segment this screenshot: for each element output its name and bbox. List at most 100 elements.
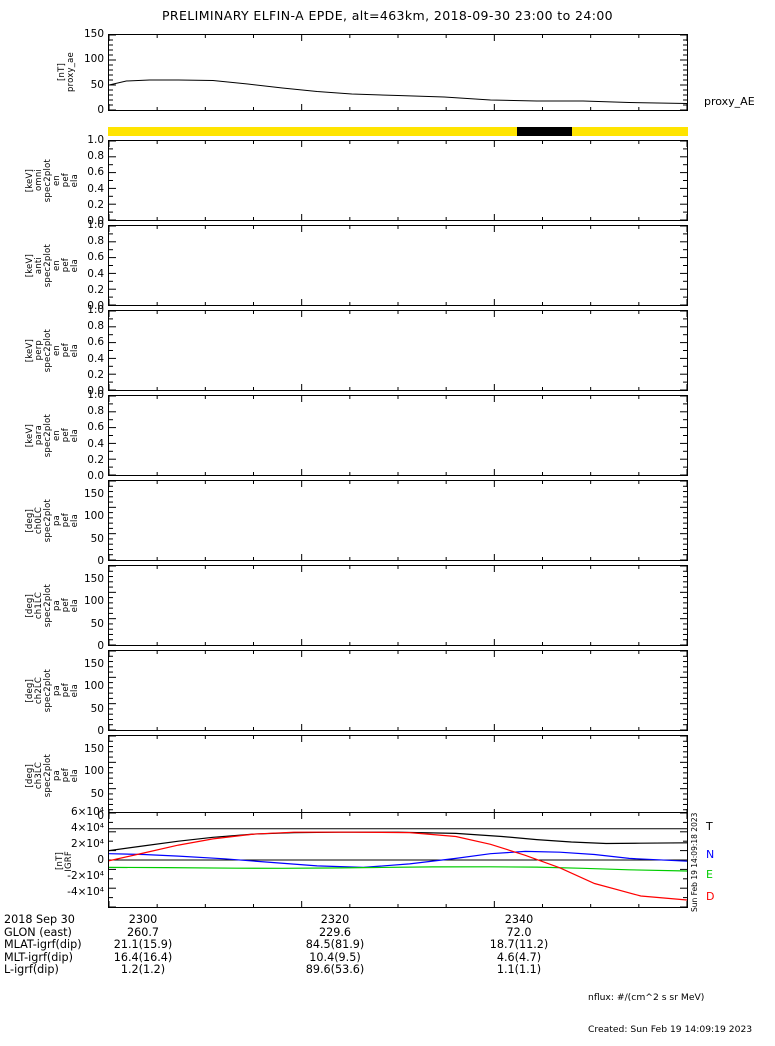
yaxis-tick-label: 0: [97, 554, 104, 567]
pa-ch0lc-spectrogram: [109, 481, 687, 560]
yaxis-tick-label: 50: [90, 617, 104, 630]
yaxis-ticks-en-para: 1.0 0.8 0.6 0.4 0.2 0.0: [70, 390, 104, 481]
yaxis-tick-label: 0.0: [87, 384, 104, 397]
panel-label-line: spec2plot: [43, 668, 53, 713]
yaxis-tick-label: 100: [83, 679, 104, 692]
annotation-value: 1.1(1.1): [496, 963, 542, 977]
yaxis-tick-label: 0: [97, 809, 104, 822]
panel-en-omni: [108, 140, 688, 221]
pa-ch2lc-spectrogram: [109, 651, 687, 730]
yaxis-tick-label: 0.4: [87, 352, 104, 365]
yaxis-tick-label: 0.4: [87, 267, 104, 280]
annotation-row-label: MLT-igrf(dip): [4, 950, 73, 964]
yaxis-ticks-pa-ch0lc: 150 100 50 0: [70, 480, 104, 566]
en-anti-spectrogram: [109, 226, 687, 305]
yaxis-tick-label: 150: [83, 657, 104, 670]
yaxis-tick-label: 0.8: [87, 319, 104, 332]
annotation-value: 16.4(16.4): [113, 950, 173, 964]
yaxis-tick-label: 0.2: [87, 198, 104, 211]
yaxis-tick-label: 150: [83, 742, 104, 755]
yaxis-tick-label: 0.8: [87, 404, 104, 417]
panel-label-line: en: [52, 344, 62, 357]
igrf-series-D: [109, 831, 687, 901]
annotation-value: 229.6: [318, 925, 352, 939]
panel-label-line: spec2plot: [43, 158, 53, 203]
yaxis-tick-label: 50: [90, 532, 104, 545]
panel-label-line: [deg]: [25, 763, 35, 788]
yaxis-tick-label: 0.6: [87, 251, 104, 264]
panel-label-line: ch3LC: [34, 761, 44, 790]
annotation-value: 89.6(53.6): [305, 963, 365, 977]
yaxis-tick-label: 1.0: [87, 133, 104, 146]
yaxis-ticks-en-anti: 1.0 0.8 0.6 0.4 0.2 0.0: [70, 220, 104, 311]
yaxis-tick-label: 100: [83, 509, 104, 522]
panel-label-line: [keV]: [25, 423, 35, 448]
en-omni-spectrogram: [109, 141, 687, 220]
yaxis-tick-label: 0.8: [87, 149, 104, 162]
yaxis-tick-label: 150: [83, 572, 104, 585]
yaxis-tick-label: 0.0: [87, 299, 104, 312]
panel-en-anti: [108, 225, 688, 306]
panel-label-line: pa: [52, 684, 62, 696]
yaxis-tick-label: 1.0: [87, 388, 104, 401]
annotation-value: 2340: [504, 913, 534, 926]
yaxis-ticks-pa-ch3lc: 150 100 50 0: [70, 735, 104, 821]
annotation-row-label: 2018 Sep 30: [4, 913, 75, 926]
yaxis-ticks-igrf: 6×10⁴ 4×10⁴ 2×10⁴ 0 -2×10⁴ -4×10⁴: [67, 805, 104, 898]
annotation-value: 84.5(81.9): [305, 938, 365, 952]
yaxis-tick-label: 1.0: [87, 303, 104, 316]
annotation-value: 4.6(4.7): [496, 950, 542, 964]
pa-ch1lc-spectrogram: [109, 566, 687, 645]
proxy-ae-series-label: proxy_AE: [704, 95, 755, 108]
panel-pa-ch2lc: [108, 650, 688, 731]
status-bar-background: [108, 127, 688, 136]
yaxis-tick-label: 50: [90, 787, 104, 800]
legend-item-T: T: [706, 820, 713, 833]
panel-label-line: [keV]: [25, 253, 35, 278]
annotation-value: 1.2(1.2): [120, 963, 166, 977]
annotation-value: 2320: [320, 913, 350, 926]
panel-igrf: [108, 812, 688, 908]
panel-label-line: ch0LC: [34, 506, 44, 535]
annotation-row-label: L-igrf(dip): [4, 963, 59, 977]
yaxis-ticks-en-omni: 1.0 0.8 0.6 0.4 0.2 0.0: [70, 135, 104, 226]
yaxis-tick-label: 0.2: [87, 283, 104, 296]
yaxis-tick-label: 0.8: [87, 234, 104, 247]
yaxis-ticks-pa-ch2lc: 150 100 50 0: [70, 650, 104, 736]
igrf-series-N: [109, 850, 687, 869]
panel-pa-ch0lc: [108, 480, 688, 561]
yaxis-tick-label: 100: [83, 764, 104, 777]
footer-units: nflux: #/(cm^2 s sr MeV): [588, 992, 705, 1003]
panel-label-line: ch2LC: [34, 676, 44, 705]
yaxis-ticks-en-perp: 1.0 0.8 0.6 0.4 0.2 0.0: [70, 305, 104, 396]
annotation-row-label: MLAT-igrf(dip): [4, 938, 82, 952]
panel-label-line: pa: [52, 769, 62, 781]
panel-label-line: [deg]: [25, 593, 35, 618]
panel-label-line: spec2plot: [43, 413, 53, 458]
status-bar[interactable]: [108, 127, 688, 136]
annotation-row-label: GLON (east): [4, 925, 72, 939]
annotation-value: 2300: [128, 913, 158, 926]
yaxis-ticks-pa-ch1lc: 150 100 50 0: [70, 565, 104, 651]
panel-label-line: spec2plot: [43, 243, 53, 288]
yaxis-tick-label: 100: [83, 594, 104, 607]
legend-item-E: E: [706, 868, 713, 881]
panel-pa-ch3lc: [108, 735, 688, 816]
en-para-spectrogram: [109, 396, 687, 475]
annotation-value: 21.1(15.9): [113, 938, 173, 952]
igrf-series-E: [109, 866, 687, 872]
yaxis-ticks-proxy-ae: 150 100 50 0: [83, 27, 104, 116]
legend-item-D: D: [706, 890, 715, 903]
yaxis-tick-label: 0.6: [87, 166, 104, 179]
annotation-value: 260.7: [126, 925, 160, 939]
panel-label-line: en: [52, 259, 62, 272]
yaxis-tick-label: 0.0: [87, 469, 104, 482]
panel-label-line: [keV]: [25, 338, 35, 363]
yaxis-tick-label: 0.6: [87, 421, 104, 434]
yaxis-tick-label: 0.2: [87, 368, 104, 381]
pa-ch3lc-spectrogram: [109, 736, 687, 815]
panel-label-line: anti: [34, 256, 44, 275]
panel-label-line: [keV]: [25, 168, 35, 193]
igrf-chart: [109, 813, 687, 907]
page-title: PRELIMINARY ELFIN-A EPDE, alt=463km, 201…: [161, 8, 614, 23]
